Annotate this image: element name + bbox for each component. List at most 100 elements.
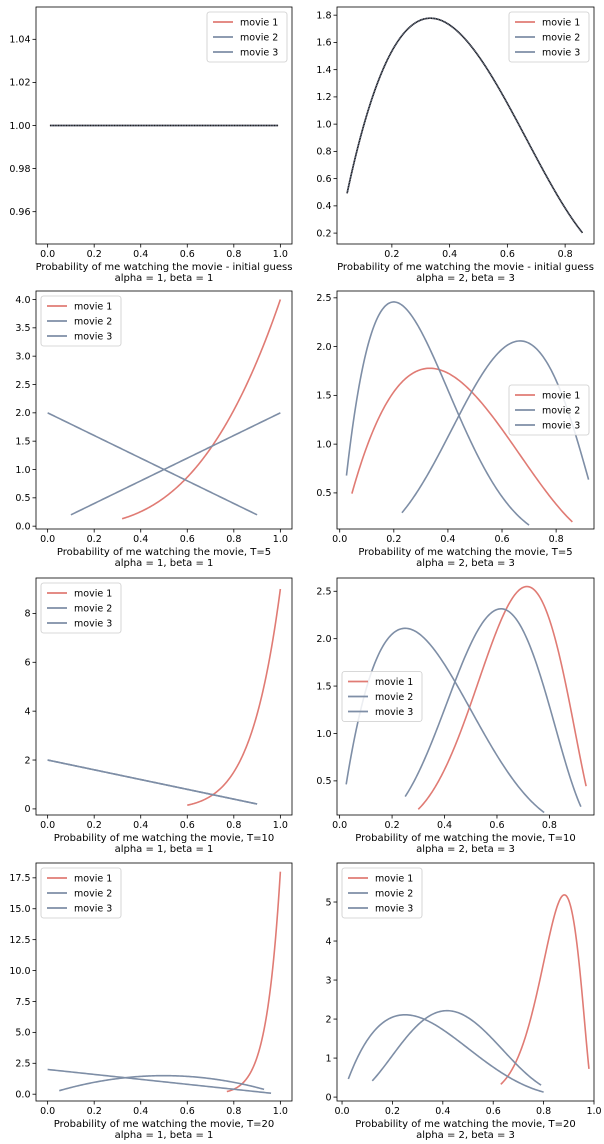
series-group xyxy=(47,299,282,520)
x-tick-label: 0.6 xyxy=(494,534,509,545)
x-tick-label: 0.4 xyxy=(440,534,455,545)
axes-frame xyxy=(35,862,293,1102)
x-tick-label: 0.6 xyxy=(489,820,504,831)
legend-box xyxy=(206,11,288,63)
x-tick-label: 1.0 xyxy=(273,820,288,831)
y-tick-label: 0.5 xyxy=(316,776,331,787)
x-axis-label: Probability of me watching the movie, T=… xyxy=(358,547,572,558)
series-line-movie-2 xyxy=(345,301,530,526)
legend: movie 1 movie 2 movie 3 xyxy=(508,384,590,436)
series-line-movie-2 xyxy=(347,1013,544,1093)
legend-label-movie-2: movie 2 xyxy=(74,317,112,328)
x-axis-sublabel: alpha = 2, beta = 3 xyxy=(416,1130,515,1141)
y-tick-label: 1.4 xyxy=(316,65,331,76)
x-tick-label: 0.0 xyxy=(334,1106,349,1117)
y-tick-label: 2 xyxy=(325,1014,331,1025)
x-axis-sublabel: alpha = 1, beta = 1 xyxy=(115,844,214,855)
x-tick-label: 1.0 xyxy=(273,534,288,545)
x-tick-label: 0.8 xyxy=(549,534,564,545)
axes-frame xyxy=(336,6,595,245)
series-line-movie-3 xyxy=(371,1009,542,1086)
x-tick-label: 0.2 xyxy=(87,1106,102,1117)
series-group xyxy=(345,585,587,814)
x-tick-label: 0.0 xyxy=(40,249,55,260)
x-tick-label: 0.6 xyxy=(500,249,515,260)
y-tick-label: 1 xyxy=(325,1053,331,1064)
chart-panel-5: 0.0 0.2 0.4 0.6 0.8 1.0 0 2 4 6 8 Probability of me… xyxy=(24,577,293,855)
legend-label-movie-1: movie 1 xyxy=(74,874,112,885)
x-tick-label: 0.2 xyxy=(384,249,399,260)
series-line-movie-2 xyxy=(59,1074,265,1092)
chart-panel-7: 0.0 0.2 0.4 0.6 0.8 1.0 0.0 2.5 5.0 7.5 10.0 12.5 15… xyxy=(9,862,293,1141)
y-tick-label: 2 xyxy=(24,755,30,766)
x-tick-label: 0.2 xyxy=(386,534,401,545)
x-tick-label: 0.0 xyxy=(40,534,55,545)
x-axis-label: Probability of me watching the movie - i… xyxy=(337,262,594,273)
x-tick-label: 1.0 xyxy=(586,1106,601,1117)
legend-label-movie-2: movie 2 xyxy=(375,889,413,900)
y-tick-label: 12.5 xyxy=(9,935,30,946)
legend: movie 1 movie 2 movie 3 xyxy=(341,671,423,722)
x-tick-label: 0.8 xyxy=(226,249,241,260)
chart-panel-1: 0.0 0.2 0.4 0.6 0.8 1.0 0.96 0.98 1.00 1.02 1.04 Pr… xyxy=(9,6,292,284)
y-tick-label: 10.0 xyxy=(9,966,30,977)
x-tick-label: 0.2 xyxy=(87,534,102,545)
y-tick-label: 1.5 xyxy=(15,436,30,447)
x-tick-label: 1.0 xyxy=(273,249,288,260)
x-tick-label: 0.8 xyxy=(558,249,573,260)
x-tick-label: 0.8 xyxy=(226,820,241,831)
legend-box xyxy=(508,384,590,436)
legend-box xyxy=(40,295,122,347)
series-group xyxy=(346,17,584,234)
legend-label-movie-3: movie 3 xyxy=(542,48,580,59)
series-line-movie-3 xyxy=(47,1068,272,1095)
y-tick-label: 1.0 xyxy=(316,729,331,740)
y-tick-label: 0.8 xyxy=(316,147,331,158)
legend-label-movie-1: movie 1 xyxy=(74,302,112,313)
x-tick-label: 0.8 xyxy=(226,534,241,545)
legend-label-movie-3: movie 3 xyxy=(240,48,278,59)
series-line-movie-3 xyxy=(401,340,590,514)
sample-points-line xyxy=(346,17,584,234)
x-tick-label: 0.4 xyxy=(133,820,148,831)
series-line-movie-3 xyxy=(47,759,258,805)
x-tick-label: 0.4 xyxy=(133,249,148,260)
x-axis-label: Probability of me watching the movie, T=… xyxy=(355,833,576,844)
series-line-movie-2 xyxy=(345,627,545,814)
x-tick-label: 0.6 xyxy=(180,249,195,260)
legend-label-movie-1: movie 1 xyxy=(375,874,413,885)
y-tick-label: 8 xyxy=(24,609,30,620)
series-line-movie-1 xyxy=(187,588,282,806)
y-tick-label: 15.0 xyxy=(9,904,30,915)
legend: movie 1 movie 2 movie 3 xyxy=(40,295,122,347)
legend-box xyxy=(341,671,423,722)
axes-frame xyxy=(35,290,293,530)
y-tick-label: 0.5 xyxy=(15,493,30,504)
y-tick-label: 0.0 xyxy=(15,521,30,532)
y-tick-label: 1.02 xyxy=(9,78,30,89)
y-tick-label: 4.0 xyxy=(15,295,30,306)
x-axis-sublabel: alpha = 2, beta = 3 xyxy=(416,273,515,284)
legend-label-movie-3: movie 3 xyxy=(375,904,413,915)
y-tick-label: 2.0 xyxy=(15,408,30,419)
axes-frame xyxy=(35,577,293,816)
y-tick-label: 0.98 xyxy=(9,164,30,175)
y-tick-label: 17.5 xyxy=(9,873,30,884)
series-group xyxy=(47,871,282,1095)
x-tick-label: 0.0 xyxy=(332,820,347,831)
chart-panel-3: 0.0 0.2 0.4 0.6 0.8 1.0 0.0 0.5 1.0 1.5 2.0 2.5 3.0 3… xyxy=(15,290,293,569)
legend-label-movie-2: movie 2 xyxy=(542,33,580,44)
y-tick-label: 2.5 xyxy=(15,1059,30,1070)
y-tick-label: 5 xyxy=(325,897,331,908)
y-tick-label: 5.0 xyxy=(15,1028,30,1039)
x-tick-label: 0.8 xyxy=(542,820,557,831)
x-axis-sublabel: alpha = 1, beta = 1 xyxy=(115,558,214,569)
y-tick-label: 3.5 xyxy=(15,323,30,334)
y-tick-label: 2.5 xyxy=(316,587,331,598)
x-tick-label: 0.2 xyxy=(87,820,102,831)
x-tick-label: 1.0 xyxy=(273,1106,288,1117)
x-axis-label: Probability of me watching the movie, T=… xyxy=(54,1119,275,1130)
x-axis-label: Probability of me watching the movie, T=… xyxy=(54,833,275,844)
series-line-movie-1 xyxy=(351,367,573,523)
